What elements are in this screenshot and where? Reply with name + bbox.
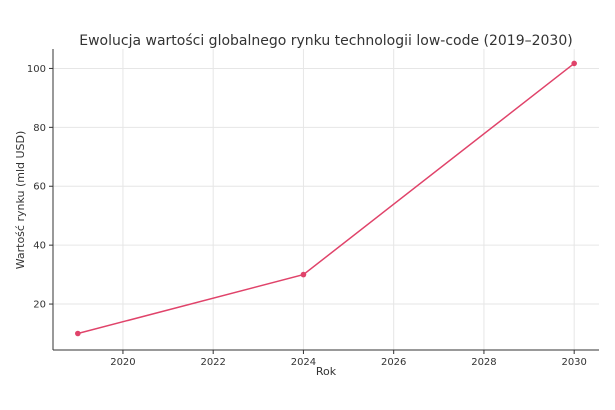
chart-title: Ewolucja wartości globalnego rynku techn… (79, 33, 572, 49)
y-tick-label-20: 20 (33, 300, 46, 311)
series-line-0 (77, 62, 575, 335)
y-ticks: 20 40 60 80 100 (27, 64, 53, 311)
x-tick-label-2026: 2026 (381, 357, 406, 368)
x-tick-label-2022: 2022 (200, 357, 225, 368)
axes (52, 49, 599, 351)
y-tick-label-80: 80 (33, 123, 46, 134)
x-ticks: 2020 2022 2024 2026 2028 2030 (110, 350, 587, 368)
y-tick-label-60: 60 (33, 182, 46, 193)
y-axis-label: Wartość rynku (mld USD) (14, 131, 27, 270)
x-axis-label: Rok (316, 365, 337, 378)
x-tick-label-2024: 2024 (291, 357, 316, 368)
series (75, 60, 577, 337)
y-tick-label-100: 100 (27, 64, 46, 75)
x-tick-label-2030: 2030 (561, 357, 586, 368)
x-tick-label-2028: 2028 (471, 357, 496, 368)
grid (53, 49, 599, 350)
data-point-2019 (75, 330, 81, 337)
x-tick-label-2020: 2020 (110, 357, 135, 368)
data-point-2024 (300, 271, 307, 278)
data-point-2030 (571, 60, 577, 67)
y-tick-label-40: 40 (33, 241, 46, 252)
